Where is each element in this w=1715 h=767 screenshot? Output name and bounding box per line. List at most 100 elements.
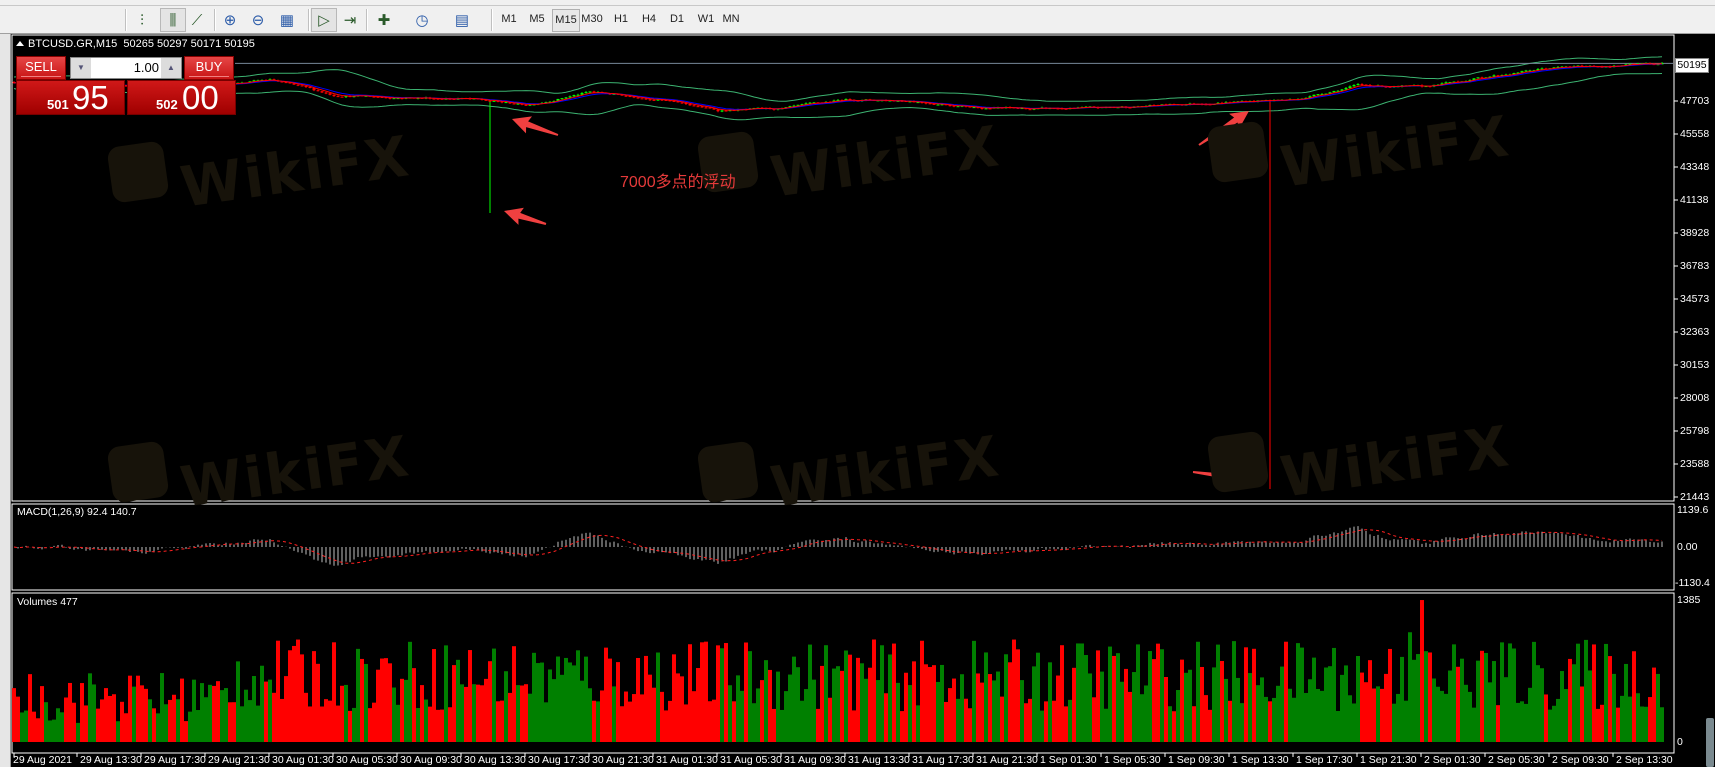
candle-body	[1556, 66, 1560, 68]
toolbar-top-row	[0, 0, 1715, 6]
volume-bar	[1188, 669, 1192, 742]
collapse-trade-panel-icon[interactable]	[16, 41, 24, 46]
buy-button[interactable]: BUY	[184, 56, 234, 80]
timeframe-w1[interactable]: W1	[697, 13, 715, 25]
volume-bar	[56, 708, 60, 742]
time-axis-label: 30 Aug 13:30	[464, 754, 526, 766]
time-axis-label: 30 Aug 17:30	[528, 754, 590, 766]
volume-bar	[840, 670, 844, 742]
volume-bar	[904, 672, 908, 742]
indicators-icon[interactable]: ✚	[377, 12, 391, 29]
volume-bar	[12, 688, 16, 742]
lot-size-input[interactable]: 1.00	[133, 60, 159, 75]
volume-bar	[1508, 643, 1512, 742]
auto-scroll-icon[interactable]: ▷	[311, 8, 337, 32]
volume-bar	[1132, 672, 1136, 742]
timeframe-h1[interactable]: H1	[613, 13, 629, 25]
volume-bar	[980, 682, 984, 742]
timeframe-h4[interactable]: H4	[641, 13, 657, 25]
volume-bar	[1368, 660, 1372, 742]
price-axis-label: 41138	[1680, 194, 1709, 206]
timeframe-m5[interactable]: M5	[529, 13, 545, 25]
timeframe-d1[interactable]: D1	[669, 13, 685, 25]
candle-body	[508, 102, 512, 104]
volume-bar	[436, 709, 440, 742]
line-chart-icon[interactable]: ⟋	[191, 11, 203, 29]
candle-body	[484, 99, 488, 101]
volume-bar	[748, 651, 752, 742]
volume-bar	[800, 700, 804, 742]
volume-bar	[104, 688, 108, 742]
volume-bar	[1412, 659, 1416, 742]
volume-bar	[1252, 648, 1256, 742]
volume-bar	[1328, 666, 1332, 742]
volume-bar	[184, 721, 188, 742]
volume-bar	[204, 697, 208, 742]
volume-bar	[60, 712, 64, 742]
navigator-panel-edge[interactable]	[0, 34, 11, 767]
volume-bar	[676, 673, 680, 742]
volume-bar	[976, 673, 980, 742]
sell-price[interactable]: 501 95	[16, 79, 125, 116]
volume-bar	[164, 704, 168, 742]
volume-bar	[964, 698, 968, 742]
volume-bar	[36, 718, 40, 742]
volume-bar	[40, 686, 44, 742]
decrease-lots-icon[interactable]: ▼	[71, 58, 91, 78]
volume-bar	[1196, 641, 1200, 742]
volume-bar	[680, 676, 684, 742]
volume-bar	[828, 697, 832, 742]
volume-bar	[1000, 696, 1004, 742]
volume-bar	[1108, 646, 1112, 742]
volume-bar	[1096, 650, 1100, 742]
candle-body	[792, 105, 796, 107]
volume-bar	[80, 683, 84, 742]
templates-icon[interactable]: ▤	[454, 12, 470, 29]
sell-price-prefix: 501	[47, 97, 69, 112]
zoom-in-icon[interactable]: ⊕	[223, 12, 237, 29]
volume-bar	[1436, 686, 1440, 742]
candle-body	[1480, 77, 1484, 79]
candle-body	[924, 102, 928, 104]
volume-bar	[136, 675, 140, 742]
sell-label: SELL	[21, 57, 61, 77]
candle-body	[1028, 109, 1032, 111]
tile-windows-icon[interactable]: ▦	[279, 12, 295, 29]
volume-bar	[1296, 643, 1300, 742]
buy-price[interactable]: 502 00	[127, 79, 236, 116]
candlestick-chart-icon[interactable]: ⫼	[160, 8, 186, 32]
candle-body	[552, 101, 556, 103]
volume-bar	[544, 702, 548, 742]
price-axis-label: 45558	[1680, 128, 1710, 140]
volume-bar	[608, 658, 612, 742]
volume-bar	[912, 661, 916, 742]
price-axis-label: 43348	[1680, 161, 1710, 173]
candle-body	[580, 93, 584, 95]
timeframe-m30[interactable]: M30	[581, 13, 603, 25]
volume-bar	[1236, 677, 1240, 742]
candle-body	[956, 106, 960, 108]
timeframe-m1[interactable]: M1	[501, 13, 517, 25]
volume-bar	[824, 645, 828, 742]
volume-bar	[1612, 673, 1616, 742]
sell-button[interactable]: SELL	[16, 56, 66, 80]
candle-body	[376, 96, 380, 98]
timeframe-mn[interactable]: MN	[722, 13, 740, 25]
candle-body	[556, 98, 560, 102]
increase-lots-icon[interactable]: ▲	[161, 58, 181, 78]
volume-bar	[1392, 703, 1396, 742]
volume-bar	[1320, 690, 1324, 742]
chart-shift-icon[interactable]: ⇥	[343, 12, 357, 29]
chart-window[interactable]	[11, 34, 1715, 767]
volume-bar	[664, 710, 668, 742]
zoom-out-icon[interactable]: ⊖	[251, 12, 265, 29]
volume-bar	[552, 679, 556, 742]
periods-clock-icon[interactable]: ◷	[415, 12, 429, 29]
bar-chart-icon[interactable]: ⫶	[140, 11, 144, 29]
volume-bar	[1460, 658, 1464, 742]
volume-bar	[996, 671, 1000, 742]
volume-bar	[760, 680, 764, 742]
timeframe-m15[interactable]: M15	[552, 9, 580, 32]
scroll-grip[interactable]	[1706, 718, 1714, 767]
lot-size-stepper[interactable]: ▼ 1.00 ▲	[70, 57, 182, 79]
